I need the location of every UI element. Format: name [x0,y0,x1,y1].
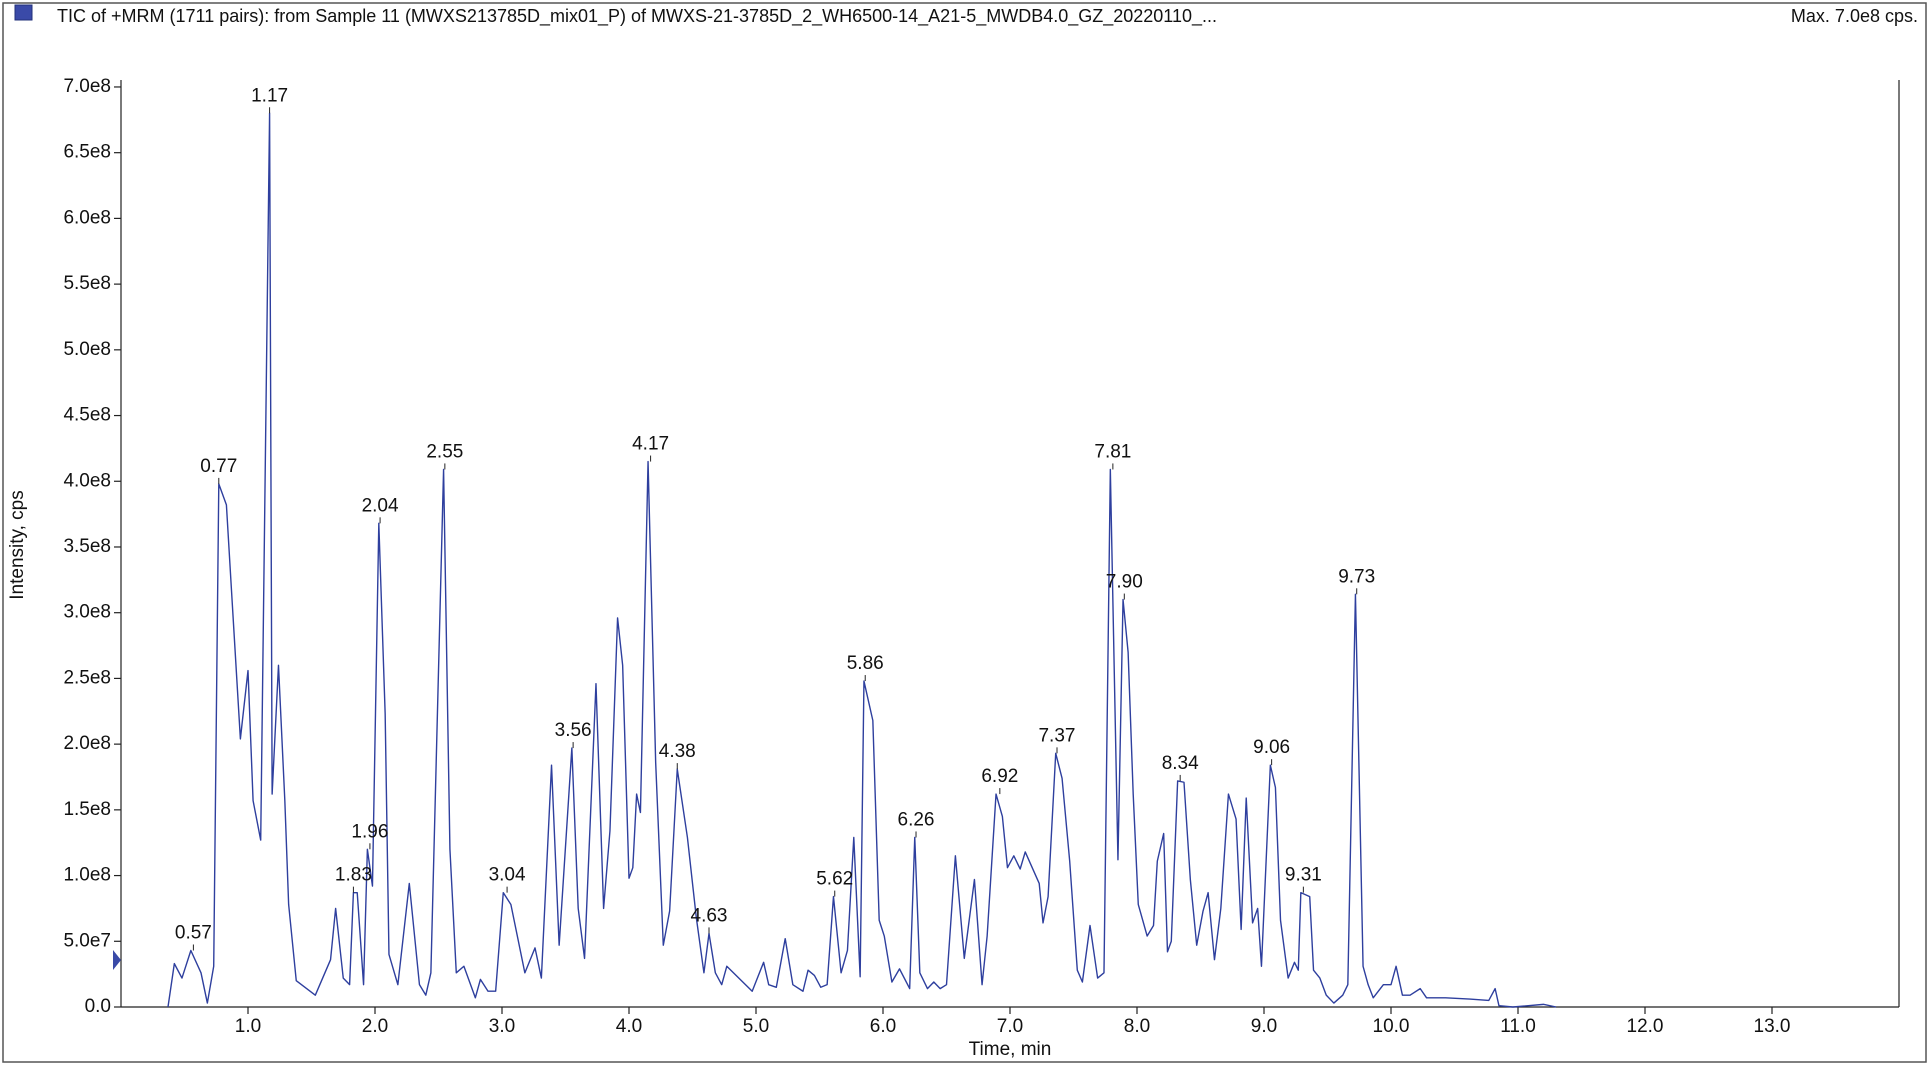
x-tick-label: 5.0 [743,1016,769,1037]
peak-label: 6.92 [981,766,1018,787]
y-tick-label: 5.0e7 [63,930,111,951]
x-tick-label: 13.0 [1754,1016,1791,1037]
y-tick-label: 7.0e8 [63,76,111,97]
peak-label: 5.86 [847,653,884,674]
x-tick-label: 8.0 [1124,1016,1150,1037]
peak-label: 4.63 [691,905,728,926]
peak-label: 3.56 [555,720,592,741]
x-tick-label: 10.0 [1373,1016,1410,1037]
y-tick-label: 4.5e8 [63,405,111,426]
y-tick-label: 2.0e8 [63,733,111,754]
peak-label: 3.04 [489,865,526,886]
y-tick-label: 3.5e8 [63,536,111,557]
peak-label: 5.62 [816,869,853,890]
y-tick-label: 1.5e8 [63,799,111,820]
peak-label: 6.26 [898,809,935,830]
tic-trace [167,112,1557,1008]
y-tick-label: 4.0e8 [63,470,111,491]
peak-label: 9.06 [1253,737,1290,758]
x-tick-label: 11.0 [1500,1016,1536,1037]
baseline-marker [113,950,121,970]
x-tick-label: 4.0 [616,1016,642,1037]
y-tick-label: 5.5e8 [63,273,111,294]
y-tick-label: 0.0 [85,996,111,1017]
y-tick-label: 5.0e8 [63,339,111,360]
peak-label: 8.34 [1162,753,1199,774]
peak-label: 7.81 [1094,441,1131,462]
y-tick-label: 3.0e8 [63,602,111,623]
x-tick-label: 7.0 [997,1016,1023,1037]
peak-label: 4.38 [659,741,696,762]
peak-label: 2.55 [426,441,463,462]
peak-label: 1.96 [351,821,388,842]
peak-label: 1.17 [251,85,288,106]
x-tick-label: 2.0 [362,1016,388,1037]
peak-label: 7.90 [1106,572,1143,593]
y-axis-title: Intensity, cps [7,490,28,599]
x-tick-label: 12.0 [1627,1016,1664,1037]
y-tick-label: 1.0e8 [63,865,111,886]
legend-swatch [14,4,33,21]
x-tick-label: 3.0 [489,1016,515,1037]
x-tick-label: 1.0 [235,1016,261,1037]
peak-label: 2.04 [362,495,399,516]
y-tick-label: 2.5e8 [63,667,111,688]
peak-label: 7.37 [1038,725,1075,746]
peak-label: 9.31 [1285,865,1322,886]
peak-label: 0.77 [200,456,237,477]
peak-label: 9.73 [1338,566,1375,587]
y-tick-label: 6.0e8 [63,207,111,228]
y-tick-label: 6.5e8 [63,142,111,163]
chart-title: TIC of +MRM (1711 pairs): from Sample 11… [57,6,1217,27]
x-tick-label: 6.0 [870,1016,896,1037]
peak-label: 1.83 [335,865,372,886]
peak-label: 0.57 [175,922,212,943]
x-axis-title: Time, min [969,1039,1052,1060]
x-tick-label: 9.0 [1251,1016,1277,1037]
peak-label: 4.17 [632,434,669,455]
max-label: Max. 7.0e8 cps. [1791,6,1918,26]
